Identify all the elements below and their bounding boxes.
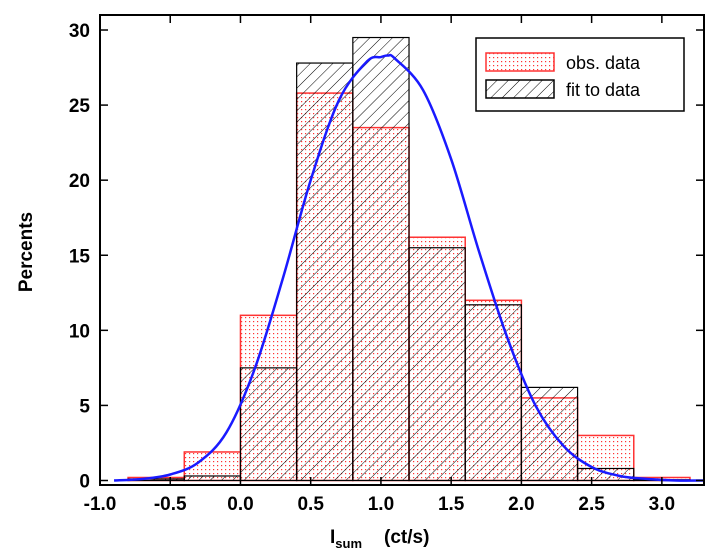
- y-tick-label: 25: [69, 96, 91, 117]
- fit-bar: [464, 304, 522, 482]
- y-tick-label: 20: [69, 171, 90, 192]
- x-axis-label-subscript: sum: [335, 536, 362, 550]
- y-tick-label: 0: [79, 471, 90, 492]
- fit-bar: [239, 367, 298, 482]
- x-tick-label: 1.5: [438, 494, 465, 515]
- x-tick-label: 2.0: [508, 494, 534, 515]
- legend-label-fit: fit to data: [566, 80, 641, 100]
- legend-swatch-fit: [485, 79, 555, 99]
- legend-label-observed: obs. data: [566, 53, 641, 73]
- x-axis-label-main: I: [330, 527, 335, 548]
- x-axis-label: Isum (ct/s): [330, 527, 429, 550]
- legend-swatch-observed: [485, 52, 555, 72]
- x-tick-label: 0.5: [297, 494, 324, 515]
- legend-box: [475, 37, 685, 112]
- fit-bar: [520, 386, 579, 482]
- fit-bars: [127, 36, 691, 482]
- x-tick-label: 3.0: [649, 494, 675, 515]
- y-tick-label: 5: [79, 396, 90, 417]
- y-tick-label: 30: [69, 21, 90, 42]
- y-tick-label: 10: [69, 321, 90, 342]
- x-tick-label: -1.0: [84, 494, 117, 515]
- fit-bar: [576, 467, 635, 482]
- y-tick-label: 15: [69, 246, 91, 267]
- gaussian-fit-curve: [113, 53, 704, 482]
- x-tick-label: 2.5: [578, 494, 605, 515]
- fit-bar: [183, 475, 242, 482]
- fit-bar: [296, 62, 354, 482]
- x-tick-label: 0.0: [227, 494, 253, 515]
- y-axis-label: Percents: [16, 212, 37, 292]
- x-tick-label: -0.5: [154, 494, 187, 515]
- x-tick-label: 1.0: [368, 494, 394, 515]
- legend: obs. data fit to data: [475, 37, 685, 112]
- fit-bar: [352, 36, 410, 482]
- x-axis-ticks: -1.0 -0.5 0.0 0.5 1.0 1.5 2.0 2.5 3.0: [84, 15, 675, 515]
- y-axis-ticks: 0 5 10 15 20 25 30: [69, 21, 704, 492]
- fit-bar: [408, 247, 466, 482]
- x-axis-label-unit: (ct/s): [384, 527, 429, 548]
- plot-frame: [99, 14, 705, 486]
